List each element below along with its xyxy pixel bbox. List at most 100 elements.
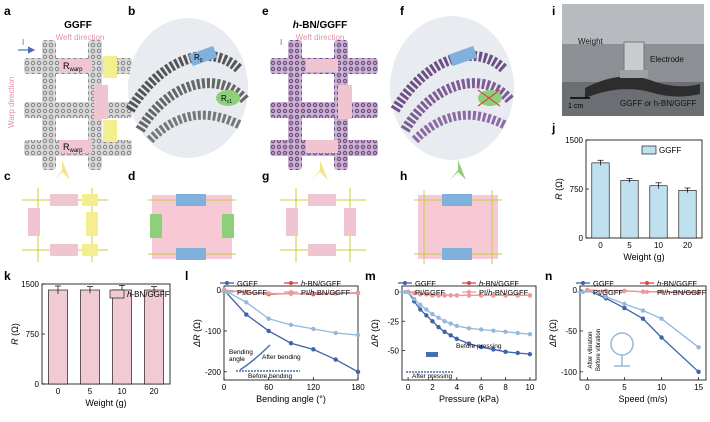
point-m-2-5 xyxy=(436,315,441,320)
panel-e-weave: h-BN/GGFF Weft direction I xyxy=(270,20,378,170)
ylabel-l: ΔR (Ω) xyxy=(192,319,202,348)
point-l-3-1 xyxy=(244,290,249,295)
ytick-n-1: -50 xyxy=(565,327,577,336)
inset-bending-angle-2: angle xyxy=(229,356,245,363)
ytick-m-2: -50 xyxy=(387,347,399,356)
point-m-3-13 xyxy=(515,293,520,298)
point-l-3-2 xyxy=(266,291,271,296)
scale-bar-label: 1 cm xyxy=(568,103,583,110)
electrode-label: Electrode xyxy=(650,55,684,64)
bar-j-1 xyxy=(620,180,639,239)
chart-k xyxy=(41,283,171,385)
point-n-2-4 xyxy=(659,316,664,321)
point-m-2-3 xyxy=(424,307,429,312)
point-m-2-9 xyxy=(466,326,472,331)
point-m-2-2 xyxy=(418,302,423,307)
point-n-0-3 xyxy=(640,316,646,321)
chart-j xyxy=(585,139,703,239)
warp-direction-label-a: Warp direction xyxy=(7,77,16,128)
xlabel-m: Pressure (kPa) xyxy=(439,394,499,404)
chart-n xyxy=(576,281,707,381)
panel-h-circuit xyxy=(414,160,502,264)
xlabel-n: Speed (m/s) xyxy=(618,394,667,404)
xlabel-l: Bending angle (°) xyxy=(256,394,326,404)
xtick-k-1: 5 xyxy=(88,387,93,396)
chart-n-frame xyxy=(579,285,707,381)
point-l-0-6 xyxy=(355,369,361,375)
point-m-3-8 xyxy=(454,293,460,298)
panel-label-h: h xyxy=(400,169,407,183)
inset-after-bending: After bending xyxy=(262,354,301,361)
inset-after-pressing: After pressing xyxy=(412,373,452,380)
legend-label-l-3: PI/h-BN/GGFF xyxy=(301,288,351,297)
xtick-m-1: 2 xyxy=(430,383,435,392)
point-m-0-9 xyxy=(466,341,472,346)
bar-k-3 xyxy=(144,289,164,385)
ytick-k-1: 750 xyxy=(26,330,40,339)
legend-marker-l-2 xyxy=(225,290,229,294)
point-m-3-7 xyxy=(448,293,453,298)
point-m-3-5 xyxy=(436,293,441,298)
xtick-n-3: 15 xyxy=(694,383,703,392)
panel-label-d: d xyxy=(128,169,135,183)
weft-direction-label-a: Weft direction xyxy=(56,33,105,42)
xtick-j-2: 10 xyxy=(654,241,663,250)
point-m-2-12 xyxy=(503,329,508,335)
point-m-3-4 xyxy=(430,293,435,298)
point-l-2-1 xyxy=(244,300,249,305)
ylabel-m: ΔR (Ω) xyxy=(370,319,380,348)
point-m-2-10 xyxy=(478,327,484,332)
xtick-k-0: 0 xyxy=(56,387,61,396)
series-line-n-3 xyxy=(587,289,699,293)
legend-label-m-3: PI/h-BN/GGFF xyxy=(479,288,529,297)
xtick-m-3: 6 xyxy=(479,383,484,392)
xtick-m-5: 10 xyxy=(525,383,534,392)
weight-label: Weight xyxy=(578,37,604,46)
point-m-0-6 xyxy=(442,329,447,335)
rc1-label-b: Rc1 xyxy=(221,94,232,105)
point-m-0-13 xyxy=(515,350,520,356)
fan-icon xyxy=(610,332,634,356)
panel-label-k: k xyxy=(4,269,11,283)
point-l-2-3 xyxy=(288,322,294,328)
point-m-0-3 xyxy=(424,313,429,318)
point-m-0-7 xyxy=(448,333,453,338)
point-l-2-6 xyxy=(355,332,361,338)
r-warp-label-a1: Rwarp xyxy=(63,61,83,73)
sample-label: GGFF or h-BN/GGFF xyxy=(620,99,697,108)
ytick-l-1: -100 xyxy=(205,327,222,336)
panel-b-bubble: R0 Rc1 xyxy=(125,18,249,158)
xtick-n-1: 5 xyxy=(622,383,627,392)
inset-before-pressing: Before pressing xyxy=(456,343,502,350)
point-m-2-11 xyxy=(491,328,496,333)
point-m-2-1 xyxy=(411,296,417,302)
point-l-0-1 xyxy=(244,312,249,317)
panel-label-b: b xyxy=(128,4,135,18)
point-m-0-10 xyxy=(478,344,484,350)
chart-m xyxy=(398,281,537,381)
legend-swatch-k xyxy=(109,289,125,299)
series-line-n-0 xyxy=(587,289,700,373)
inset-after-vibration: After vibration xyxy=(588,331,594,368)
point-n-0-4 xyxy=(659,335,664,340)
point-n-3-1 xyxy=(603,288,609,294)
panel-d-circuit xyxy=(148,194,236,260)
xtick-j-0: 0 xyxy=(598,241,603,250)
point-l-2-5 xyxy=(333,330,338,336)
point-m-3-14 xyxy=(527,293,533,298)
legend-label-l-1: h-BN/GGFF xyxy=(301,279,341,288)
point-n-2-1 xyxy=(603,294,609,299)
bar-j-2 xyxy=(649,185,668,239)
bar-j-3 xyxy=(678,190,697,239)
xtick-k-2: 10 xyxy=(118,387,127,396)
legend-swatch-j xyxy=(641,145,657,155)
point-m-0-11 xyxy=(491,347,496,352)
legend-label-n-0: GGFF xyxy=(593,279,614,288)
ytick-j-0: 0 xyxy=(579,234,584,243)
legend-label-n-3: PI/h-BN/GGFF xyxy=(657,288,707,297)
weft-direction-label-e: Weft direction xyxy=(296,33,345,42)
ytick-m-1: -25 xyxy=(387,317,399,326)
point-m-3-2 xyxy=(418,292,423,297)
point-m-3-12 xyxy=(503,293,508,298)
